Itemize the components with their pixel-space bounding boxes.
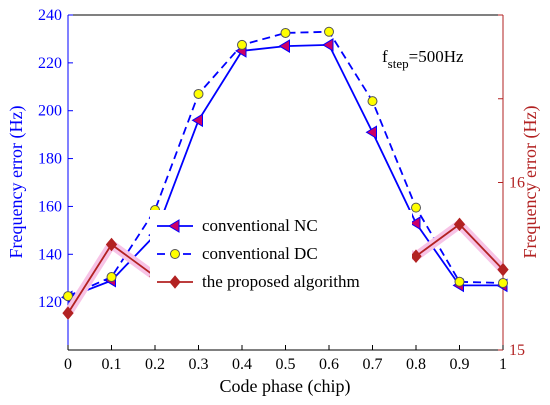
annotation-subscript: step [388, 56, 409, 71]
annotation-main: f [382, 47, 388, 66]
ticks-layer: 0 0.1 0.2 0.3 0.4 0.5 0.6 0.7 0.8 0.9 1 120 140 160 18… [38, 7, 525, 373]
right-y-axis-label: Frequency error (Hz) [520, 106, 541, 259]
data-point-marker [454, 276, 465, 287]
left-y-tick-label: 240 [38, 7, 62, 24]
step-frequency-annotation: fstep=500Hz [382, 47, 464, 71]
right-y-tick-label: 16 [509, 175, 525, 192]
legend-item: conventional DC [157, 244, 318, 263]
legend-marker [170, 249, 180, 259]
legend-items: conventional NC conventional DC the propos… [157, 216, 360, 291]
x-tick-label: 0.3 [189, 356, 209, 373]
data-point-marker [367, 96, 378, 107]
x-tick-label: 0 [64, 356, 72, 373]
legend-label: conventional NC [202, 216, 318, 235]
left-y-tick-label: 140 [38, 246, 62, 263]
data-point-marker [365, 125, 377, 140]
annotation-rest: =500Hz [409, 47, 464, 66]
data-point-marker [410, 249, 422, 263]
legend-marker [169, 275, 181, 289]
x-tick-label: 0.8 [406, 356, 426, 373]
x-tick-label: 0.5 [276, 356, 296, 373]
series-line [67, 30, 504, 297]
legend-item: conventional NC [157, 216, 318, 235]
x-tick-label: 0.6 [319, 356, 339, 373]
left-y-tick-label: 200 [38, 103, 62, 120]
left-y-axis-label: Frequency error (Hz) [6, 106, 27, 259]
data-point-marker [62, 306, 74, 320]
legend-box [150, 210, 412, 298]
data-point-marker [278, 39, 290, 53]
x-tick-label: 0.4 [232, 356, 252, 373]
series-conventional-dc [63, 26, 508, 302]
data-point-marker [193, 88, 204, 99]
x-tick-label: 0.2 [145, 356, 165, 373]
left-y-tick-label: 160 [38, 198, 62, 215]
data-point-marker [411, 202, 421, 213]
x-tick-label: 1 [499, 356, 507, 373]
data-point-marker [106, 272, 117, 283]
legend-item: the proposed algorithm [157, 272, 360, 291]
data-point-marker [63, 291, 73, 302]
left-y-tick-label: 220 [38, 55, 62, 72]
right-y-tick-label: 15 [509, 342, 525, 359]
data-point-marker [237, 39, 247, 50]
legend-marker [168, 219, 180, 233]
data-point-marker [105, 237, 118, 252]
data-point-marker [453, 217, 466, 232]
data-point-marker [324, 26, 334, 37]
left-y-tick-label: 180 [38, 151, 62, 168]
legend: conventional NC conventional DC the propos… [150, 210, 412, 298]
data-point-marker [409, 216, 421, 231]
x-tick-label: 0.7 [363, 356, 383, 373]
legend-label: the proposed algorithm [202, 272, 360, 291]
x-tick-label: 0.9 [450, 356, 470, 373]
x-tick-label: 0.1 [102, 356, 122, 373]
data-point-marker [280, 27, 291, 38]
data-point-marker [322, 38, 334, 52]
legend-label: conventional DC [202, 244, 318, 263]
data-point-marker [498, 278, 508, 288]
data-point-marker [497, 262, 509, 277]
x-axis-label: Code phase (chip) [220, 376, 351, 397]
left-y-tick-label: 120 [38, 294, 62, 311]
data-point-marker [191, 113, 203, 128]
